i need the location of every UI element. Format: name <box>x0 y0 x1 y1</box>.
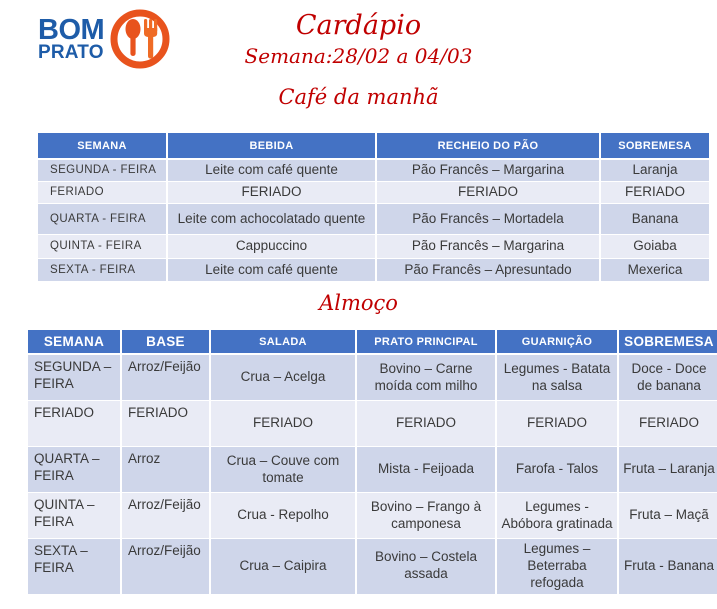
table-cell: Pão Francês – Mortadela <box>377 204 601 235</box>
column-header: GUARNIÇÃO <box>497 330 619 355</box>
table-cell: Crua - Repolho <box>211 493 357 539</box>
table-cell: Mexerica <box>601 259 709 282</box>
table-cell: Crua – Caipira <box>211 539 357 595</box>
table-cell: SEXTA – FEIRA <box>28 539 122 595</box>
table-cell: Banana <box>601 204 709 235</box>
table-cell: Leite com achocolatado quente <box>168 204 377 235</box>
table-cell: Doce - Doce de banana <box>619 355 717 401</box>
table-cell: Arroz <box>122 447 211 493</box>
table-cell: Legumes - Batata na salsa <box>497 355 619 401</box>
table-row: SEXTA – FEIRA Arroz/Feijão Crua – Caipira B… <box>28 539 717 595</box>
table-cell: Crua – Couve com tomate <box>211 447 357 493</box>
table-cell: Legumes – Beterraba refogada <box>497 539 619 595</box>
header-row: SEMANA BASE SALADA PRATO PRINCIPAL GUARNIÇÃO… <box>28 330 717 355</box>
table-cell: FERIADO <box>377 182 601 204</box>
logo-line2: PRATO <box>38 41 104 63</box>
column-header: BEBIDA <box>168 133 377 160</box>
table-row: SEXTA - FEIRA Leite com café quente Pão Fr… <box>38 259 709 282</box>
breakfast-title: Café da manhã <box>278 85 439 109</box>
page-title: Cardápio <box>295 10 422 41</box>
table-cell: SEGUNDA – FEIRA <box>28 355 122 401</box>
table-cell: Arroz/Feijão <box>122 355 211 401</box>
lunch-table-header: SEMANA BASE SALADA PRATO PRINCIPAL GUARNIÇÃO… <box>28 330 717 355</box>
lunch-title: Almoço <box>319 291 398 315</box>
table-cell: QUINTA – FEIRA <box>28 493 122 539</box>
table-cell: QUARTA - FEIRA <box>38 204 168 235</box>
table-cell: FERIADO <box>619 401 717 447</box>
table-cell: Fruta – Laranja <box>619 447 717 493</box>
column-header: BASE <box>122 330 211 355</box>
table-cell: FERIADO <box>28 401 122 447</box>
table-cell: FERIADO <box>601 182 709 204</box>
table-cell: Goiaba <box>601 235 709 259</box>
header-row: SEMANA BEBIDA RECHEIO DO PÃO SOBREMESA <box>38 133 709 160</box>
column-header: SEMANA <box>28 330 122 355</box>
table-cell: SEGUNDA - FEIRA <box>38 160 168 182</box>
column-header: SOBREMESA <box>601 133 709 160</box>
table-cell: FERIADO <box>168 182 377 204</box>
table-cell: Laranja <box>601 160 709 182</box>
table-cell: Bovino – Carne moída com milho <box>357 355 497 401</box>
table-row: QUINTA – FEIRA Arroz/Feijão Crua - Repolho… <box>28 493 717 539</box>
table-cell: Leite com café quente <box>168 259 377 282</box>
table-row: QUARTA – FEIRA Arroz Crua – Couve com toma… <box>28 447 717 493</box>
week-subtitle: Semana:28/02 a 04/03 <box>244 44 473 68</box>
table-cell: Arroz/Feijão <box>122 539 211 595</box>
table-cell: Fruta - Banana <box>619 539 717 595</box>
breakfast-table: SEMANA BEBIDA RECHEIO DO PÃO SOBREMESA SEGU… <box>38 133 709 282</box>
table-cell: FERIADO <box>497 401 619 447</box>
table-row: QUINTA - FEIRA Cappuccino Pão Francês – Ma… <box>38 235 709 259</box>
column-header: SALADA <box>211 330 357 355</box>
table-cell: SEXTA - FEIRA <box>38 259 168 282</box>
table-cell: FERIADO <box>122 401 211 447</box>
table-cell: Fruta – Maçã <box>619 493 717 539</box>
bom-prato-logo: BOM PRATO <box>38 8 171 70</box>
table-cell: Pão Francês – Margarina <box>377 160 601 182</box>
logo-line1: BOM <box>38 14 105 47</box>
table-row: FERIADO FERIADO FERIADO FERIADO FERIADO FERIA… <box>28 401 717 447</box>
table-cell: Arroz/Feijão <box>122 493 211 539</box>
logo-wordmark: BOM PRATO <box>38 14 105 63</box>
table-cell: FERIADO <box>357 401 497 447</box>
table-cell: QUARTA – FEIRA <box>28 447 122 493</box>
table-cell: Bovino – Frango à camponesa <box>357 493 497 539</box>
cutlery-icon <box>110 9 170 69</box>
table-cell: Pão Francês – Apresuntado <box>377 259 601 282</box>
table-cell: Pão Francês – Margarina <box>377 235 601 259</box>
table-cell: Farofa - Talos <box>497 447 619 493</box>
table-cell: Crua – Acelga <box>211 355 357 401</box>
lunch-table: SEMANA BASE SALADA PRATO PRINCIPAL GUARNIÇÃO… <box>28 330 717 595</box>
table-cell: FERIADO <box>38 182 168 204</box>
table-row: FERIADO FERIADO FERIADO FERIADO <box>38 182 709 204</box>
column-header: SOBREMESA <box>619 330 717 355</box>
table-cell: QUINTA - FEIRA <box>38 235 168 259</box>
table-cell: Leite com café quente <box>168 160 377 182</box>
table-cell: Mista - Feijoada <box>357 447 497 493</box>
table-cell: Bovino – Costela assada <box>357 539 497 595</box>
table-row: SEGUNDA – FEIRA Arroz/Feijão Crua – Acelga… <box>28 355 717 401</box>
breakfast-table-body: SEGUNDA - FEIRA Leite com café quente Pão … <box>38 160 709 282</box>
table-cell: Legumes - Abóbora gratinada <box>497 493 619 539</box>
breakfast-table-header: SEMANA BEBIDA RECHEIO DO PÃO SOBREMESA <box>38 133 709 160</box>
table-row: QUARTA - FEIRA Leite com achocolatado que… <box>38 204 709 235</box>
column-header: SEMANA <box>38 133 168 160</box>
lunch-table-body: SEGUNDA – FEIRA Arroz/Feijão Crua – Acelga… <box>28 355 717 595</box>
column-header: RECHEIO DO PÃO <box>377 133 601 160</box>
table-cell: FERIADO <box>211 401 357 447</box>
table-cell: Cappuccino <box>168 235 377 259</box>
column-header: PRATO PRINCIPAL <box>357 330 497 355</box>
table-row: SEGUNDA - FEIRA Leite com café quente Pão … <box>38 160 709 182</box>
